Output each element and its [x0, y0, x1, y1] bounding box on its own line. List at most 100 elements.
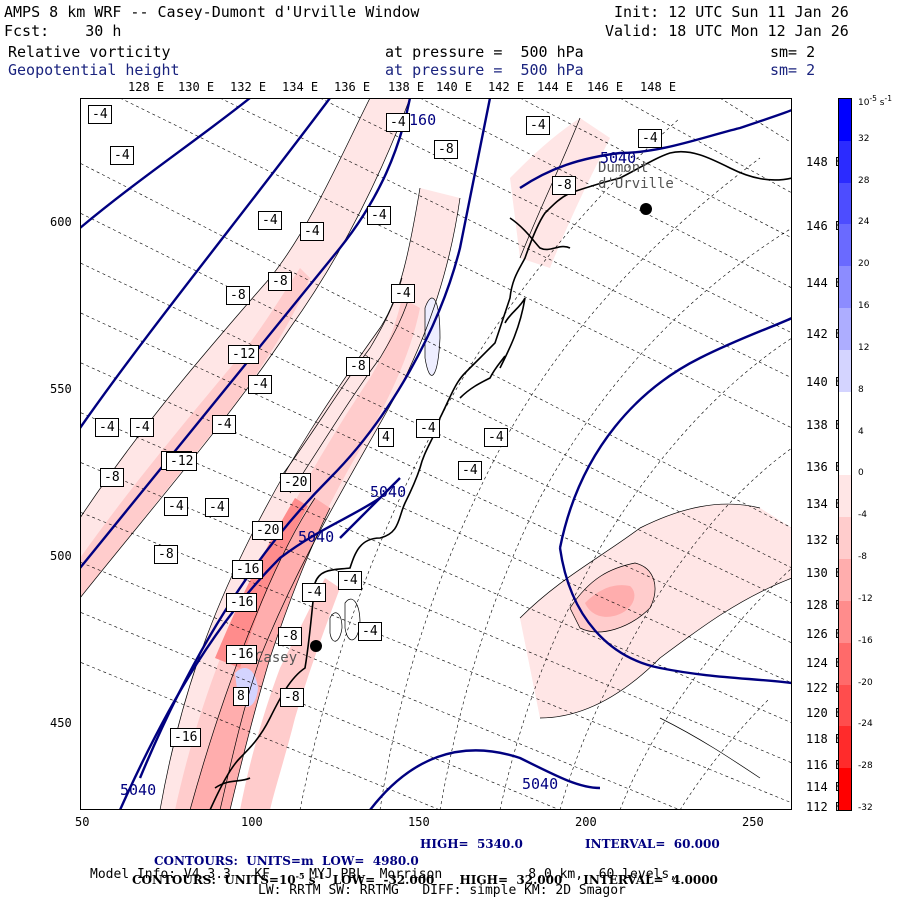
height-label-5040: 5040	[370, 483, 407, 501]
footer-physics: LW: RRTM SW: RRTMG DIFF: simple KM: 2D S…	[258, 883, 626, 898]
colorbar-label: -32	[858, 803, 873, 813]
lon-right-label: 120 E	[806, 706, 843, 720]
vorticity-label: 8	[233, 687, 249, 706]
colorbar-segment	[839, 224, 851, 267]
footer-vort-contours: CONTOURS: UNITS=10-5 s-1 LOW= -32.000 HI…	[132, 851, 718, 889]
height-contours	[80, 98, 792, 810]
footer-vort-range: LOW= -32.000 HIGH= 32.000 INTERVAL= 4.00…	[324, 873, 718, 887]
vorticity-label: -12	[166, 452, 198, 471]
colorbar-label: 12	[858, 342, 870, 353]
colorbar-segment	[839, 559, 851, 601]
vorticity-label: -8	[226, 286, 250, 305]
colorbar-label: 16	[858, 301, 870, 312]
lon-right-label: 116 E	[806, 758, 843, 772]
vorticity-label: -8	[434, 140, 458, 159]
lon-right-label: 140 E	[806, 375, 843, 389]
colorbar-segment	[839, 768, 851, 810]
colorbar-segment	[839, 182, 851, 225]
height-label-5040: 5040	[522, 775, 559, 793]
x-tick-label: 100	[241, 815, 263, 829]
vorticity-label: -4	[88, 105, 112, 124]
vorticity-label: -4	[164, 497, 188, 516]
field2-level: at pressure = 500 hPa	[385, 61, 584, 79]
colorbar-label: 20	[858, 259, 870, 270]
vorticity-label: -8	[268, 272, 292, 291]
footer-vort-units: CONTOURS: UNITS=10	[132, 873, 296, 887]
vorticity-label: -4	[526, 116, 550, 135]
colorbar	[838, 98, 852, 811]
footer-height-interval: INTERVAL= 60.000	[585, 837, 720, 851]
vorticity-label: -4	[130, 418, 154, 437]
vorticity-label: -4	[110, 146, 134, 165]
lon-right-label: 122 E	[806, 681, 843, 695]
footer-height-units: CONTOURS: UNITS=m LOW= 4980.0	[154, 854, 419, 868]
field1-level: at pressure = 500 hPa	[385, 43, 584, 61]
colorbar-segment	[839, 391, 851, 434]
colorbar-label: 4	[858, 426, 864, 437]
vorticity-label: -4	[302, 583, 326, 602]
lon-right-label: 136 E	[806, 460, 843, 474]
lon-right-label: 124 E	[806, 656, 843, 670]
x-tick-label: 200	[575, 815, 597, 829]
footer-vort-s: s	[304, 873, 316, 887]
vorticity-label: -12	[228, 345, 260, 364]
vorticity-label: -4	[391, 284, 415, 303]
colorbar-label: -16	[858, 635, 873, 646]
colorbar-segment	[839, 266, 851, 309]
lon-top-label: 142 E	[488, 80, 525, 94]
lon-right-label: 128 E	[806, 598, 843, 612]
lon-right-label: 130 E	[806, 566, 843, 580]
colorbar-segment	[839, 140, 851, 183]
height-label-5040: 5040	[298, 528, 335, 546]
vorticity-label: -4	[258, 211, 282, 230]
vorticity-label: -8	[552, 176, 576, 195]
vorticity-label: -8	[280, 688, 304, 707]
forecast-hour: Fcst: 30 h	[4, 22, 122, 40]
field2-name: Geopotential height	[8, 61, 180, 79]
colorbar-label: 0	[858, 468, 864, 479]
vorticity-label: -4	[416, 419, 440, 438]
lon-top-label: 132 E	[230, 80, 267, 94]
vorticity-label: -4	[300, 222, 324, 241]
y-tick-label: 500	[50, 549, 72, 563]
colorbar-segment	[839, 726, 851, 769]
vorticity-label: -4	[95, 418, 119, 437]
colorbar-label: -20	[858, 677, 873, 688]
colorbar-segment	[839, 642, 851, 685]
colorbar-segment	[839, 349, 851, 392]
vorticity-label: -16	[226, 593, 258, 612]
footer-vort-exp: -5	[295, 871, 305, 881]
lon-right-label: 114 E	[806, 780, 843, 794]
y-tick-label: 600	[50, 215, 72, 229]
vorticity-label: -8	[100, 468, 124, 487]
casey-station-marker	[310, 640, 322, 652]
lon-right-label: 142 E	[806, 327, 843, 341]
colorbar-label: 28	[858, 175, 870, 186]
vorticity-label: -16	[170, 728, 202, 747]
lon-right-label: 148 E	[806, 155, 843, 169]
vorticity-label: -4	[212, 415, 236, 434]
lon-right-label: 118 E	[806, 732, 843, 746]
field1-smoothing: sm= 2	[770, 43, 816, 61]
colorbar-segment	[839, 433, 851, 476]
vorticity-label: -4	[458, 461, 482, 480]
y-tick-label: 550	[50, 382, 72, 396]
colorbar-label: 24	[858, 217, 870, 228]
vorticity-label: -20	[252, 521, 284, 540]
vorticity-label: -4	[358, 622, 382, 641]
vorticity-label: -4	[248, 375, 272, 394]
vorticity-label: -4	[338, 571, 362, 590]
lon-top-label: 138 E	[388, 80, 425, 94]
lon-top-label: 136 E	[334, 80, 371, 94]
colorbar-segment	[839, 308, 851, 350]
colorbar-label: -24	[858, 719, 873, 730]
colorbar-segment	[839, 99, 851, 141]
vorticity-label: -4	[386, 113, 410, 132]
vorticity-label: -16	[232, 560, 264, 579]
dumont-station-marker	[640, 203, 652, 215]
init-time: Init: 12 UTC Sun 11 Jan 26	[614, 3, 849, 21]
colorbar-segment	[839, 600, 851, 643]
y-tick-label: 450	[50, 716, 72, 730]
lon-right-label: 126 E	[806, 627, 843, 641]
vorticity-label: -16	[226, 645, 258, 664]
